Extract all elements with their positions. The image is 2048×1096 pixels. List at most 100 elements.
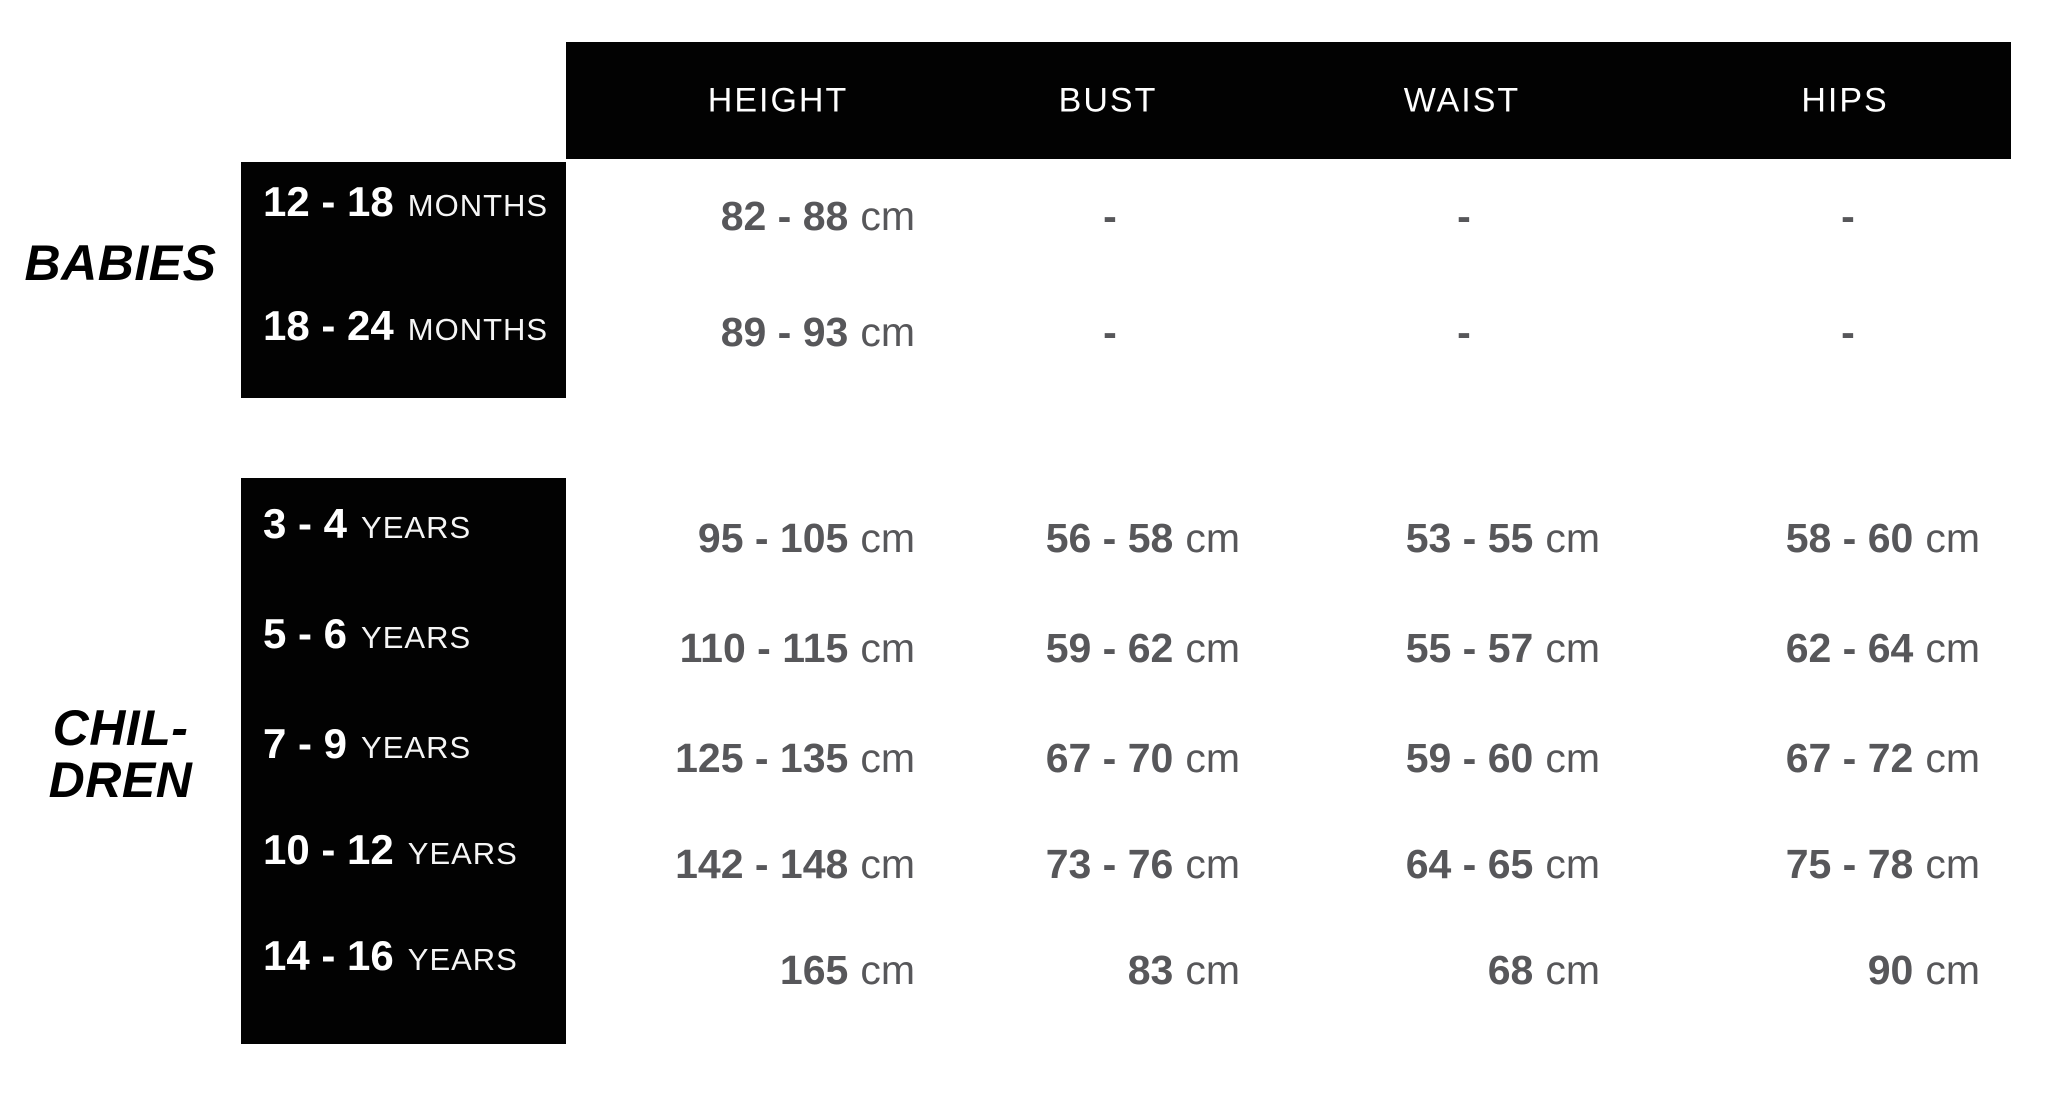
group-label-babies: BABIES [24,235,217,291]
group-label-children-line2: DREN [48,752,193,808]
column-header-hips: HIPS [1801,81,1889,119]
unit-cm: cm [1185,841,1240,887]
unit-cm: cm [1185,625,1240,671]
column-header-height: HEIGHT [707,81,849,119]
hips-value: 62 - 64 cm [1786,627,1980,669]
hips-dash: - [1841,193,1855,239]
bust-number: 73 - 76 [1045,841,1174,887]
age-unit-label: MONTHS [407,188,549,223]
unit-cm: cm [1925,625,1980,671]
bust-number: 83 [1127,947,1174,993]
age-unit-label: YEARS [407,836,518,871]
height-value: 89 - 93 cm [721,311,915,353]
waist-value: 59 - 60 cm [1406,737,1600,779]
unit-cm: cm [1185,735,1240,781]
waist-number: 68 [1487,947,1534,993]
age-row: 3 - 4 YEARS [263,500,471,547]
age-unit-label: YEARS [361,510,472,545]
hips-number: 67 - 72 [1785,735,1914,781]
unit-cm: cm [1185,515,1240,561]
waist-number: 59 - 60 [1405,735,1534,781]
height-number: 82 - 88 [720,193,849,239]
height-number: 142 - 148 [675,841,849,887]
height-number: 165 [779,947,849,993]
height-number: 89 - 93 [720,309,849,355]
table-row: 165 cm 83 cm 68 cm 90 cm [0,949,2048,991]
unit-cm: cm [860,735,915,781]
bust-value: 83 cm [1128,949,1240,991]
unit-cm: cm [1925,735,1980,781]
age-number: 3 - 4 [263,500,348,547]
waist-value: 53 - 55 cm [1406,517,1600,559]
height-value: 142 - 148 cm [675,843,915,885]
hips-dash: - [1841,309,1855,355]
waist-number: 64 - 65 [1405,841,1534,887]
height-number: 110 - 115 [679,625,849,671]
unit-cm: cm [1925,841,1980,887]
height-value: 110 - 115 cm [680,627,915,669]
unit-cm: cm [1545,841,1600,887]
unit-cm: cm [860,193,915,239]
table-row: 82 - 88 cm - - - [0,195,2048,237]
waist-number: 55 - 57 [1405,625,1534,671]
height-value: 165 cm [780,949,915,991]
waist-value: 55 - 57 cm [1406,627,1600,669]
bust-number: 56 - 58 [1045,515,1174,561]
waist-value: 68 cm [1488,949,1600,991]
hips-value: 75 - 78 cm [1786,843,1980,885]
unit-cm: cm [1925,515,1980,561]
age-number: 18 - 24 [263,302,394,349]
table-row: 125 - 135 cm 67 - 70 cm 59 - 60 cm 67 - 72 c… [0,737,2048,779]
waist-dash: - [1457,193,1471,239]
waist-number: 53 - 55 [1405,515,1534,561]
unit-cm: cm [1545,947,1600,993]
height-value: 95 - 105 cm [698,517,915,559]
hips-number: 90 [1867,947,1914,993]
table-header-bar: HEIGHT BUST WAIST HIPS [566,42,2011,159]
group-label-children: CHIL- DREN [0,702,241,806]
bust-number: 67 - 70 [1045,735,1174,781]
column-header-waist: WAIST [1403,81,1521,119]
age-row: 5 - 6 YEARS [263,610,471,657]
height-number: 125 - 135 [675,735,849,781]
unit-cm: cm [860,515,915,561]
babies-age-box: 12 - 18 MONTHS 18 - 24 MONTHS [241,162,566,398]
height-number: 95 - 105 [697,515,849,561]
age-row: 7 - 9 YEARS [263,720,471,767]
age-unit-label: YEARS [407,942,518,977]
age-number: 12 - 18 [263,178,394,225]
column-header-bust: BUST [1058,81,1158,119]
age-unit-label: MONTHS [407,312,549,347]
children-age-box: 3 - 4 YEARS 5 - 6 YEARS 7 - 9 YEARS 10 -… [241,478,566,1044]
unit-cm: cm [1185,947,1240,993]
bust-number: 59 - 62 [1045,625,1174,671]
unit-cm: cm [860,947,915,993]
bust-value: 59 - 62 cm [1046,627,1240,669]
hips-number: 58 - 60 [1785,515,1914,561]
age-row: 10 - 12 YEARS [263,826,518,873]
table-row: 89 - 93 cm - - - [0,311,2048,353]
hips-value: 67 - 72 cm [1786,737,1980,779]
hips-value: 90 cm [1868,949,1980,991]
age-row: 14 - 16 YEARS [263,932,518,979]
age-number: 10 - 12 [263,826,394,873]
age-row: 18 - 24 MONTHS [263,302,548,349]
bust-value: 67 - 70 cm [1046,737,1240,779]
hips-value: 58 - 60 cm [1786,517,1980,559]
age-unit-label: YEARS [361,730,472,765]
unit-cm: cm [860,309,915,355]
hips-number: 62 - 64 [1785,625,1914,671]
unit-cm: cm [860,625,915,671]
bust-dash: - [1103,193,1117,239]
age-number: 14 - 16 [263,932,394,979]
table-row: 110 - 115 cm 59 - 62 cm 55 - 57 cm 62 - 64 c… [0,627,2048,669]
bust-value: 73 - 76 cm [1046,843,1240,885]
waist-value: 64 - 65 cm [1406,843,1600,885]
height-value: 125 - 135 cm [675,737,915,779]
unit-cm: cm [1545,515,1600,561]
age-number: 5 - 6 [263,610,348,657]
age-number: 7 - 9 [263,720,348,767]
age-row: 12 - 18 MONTHS [263,178,548,225]
hips-number: 75 - 78 [1785,841,1914,887]
